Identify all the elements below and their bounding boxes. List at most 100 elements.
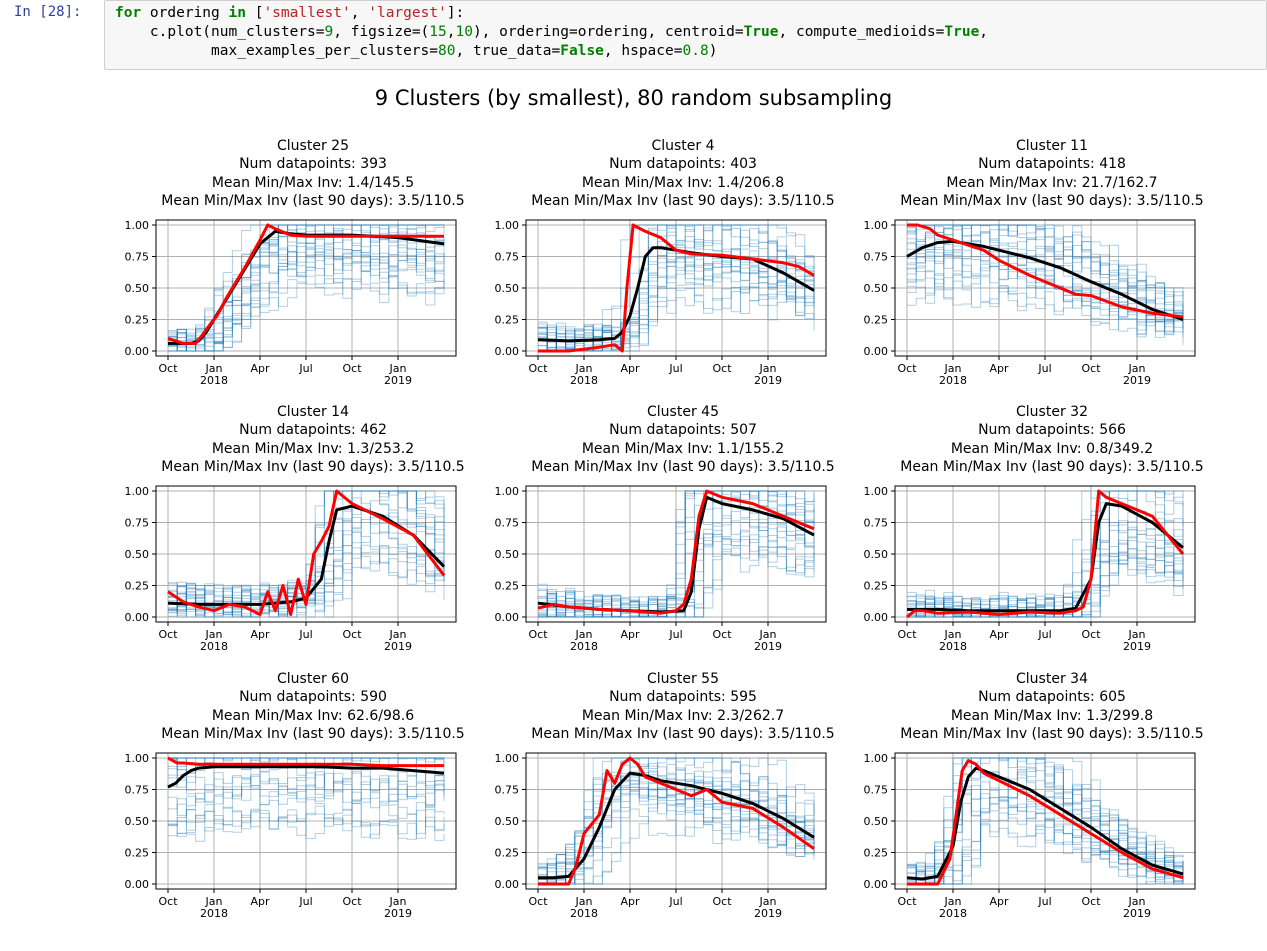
subplot-frame (525, 752, 827, 890)
y-tick-label: 0.75 (125, 251, 150, 264)
mean-minmax-label: Mean Min/Max Inv: 62.6/98.6 (212, 708, 414, 724)
subplot-cluster-8: Cluster 55 Num datapoints: 595 Mean Min/Ma… (495, 671, 835, 920)
centroid-line (538, 771, 815, 880)
code-token: , figsize=( (333, 24, 430, 40)
sample-trace (907, 539, 1184, 618)
sample-trace (538, 245, 815, 352)
sample-trace (168, 490, 445, 610)
sample-trace (538, 531, 815, 618)
x-tick-label: Oct (712, 628, 732, 641)
medioid-line (167, 223, 444, 345)
num-datapoints-label: Num datapoints: 418 (978, 156, 1126, 172)
sample-trace (907, 502, 1184, 618)
x-tick-label: Apr (620, 628, 640, 641)
x-tick-label: Jan (1128, 628, 1146, 641)
y-tick-label: 0.00 (125, 611, 150, 624)
x-tick-label: Oct (897, 628, 917, 641)
y-tick-label: 0.00 (864, 345, 889, 358)
code-token: True (743, 24, 779, 40)
sample-trace (168, 757, 445, 779)
code-token: , (350, 5, 369, 21)
y-tick-label: 0.75 (495, 784, 520, 797)
sample-trace (907, 250, 1184, 323)
y-tick-label: 1.00 (125, 485, 150, 498)
y-tick-label: 0.50 (125, 282, 150, 295)
x-tick-label: Apr (250, 628, 270, 641)
sample-trace (538, 224, 815, 352)
sample-trace (538, 256, 815, 352)
sample-trace (907, 546, 1184, 618)
x-year-label: 2019 (1123, 374, 1151, 387)
sample-trace (168, 757, 444, 776)
code-token: ) (708, 43, 718, 59)
y-tick-label: 0.50 (495, 815, 520, 828)
mean-minmax-label: Mean Min/Max Inv: 1.4/145.5 (212, 175, 414, 191)
code-token: , (446, 24, 456, 40)
sample-trace (907, 224, 1184, 315)
sample-trace (538, 772, 815, 866)
mean-minmax-label: Mean Min/Max Inv: 1.3/299.8 (951, 708, 1153, 724)
sample-trace (907, 518, 1184, 618)
x-tick-label: Oct (528, 628, 548, 641)
x-tick-label: Apr (989, 895, 1009, 908)
num-datapoints-label: Num datapoints: 595 (609, 689, 757, 705)
centroid-line (906, 766, 1184, 881)
sample-trace (168, 230, 445, 346)
sample-trace (538, 231, 815, 352)
x-tick-label: Jul (298, 895, 312, 908)
x-year-label: 2018 (200, 640, 228, 653)
x-tick-label: Oct (1081, 895, 1101, 908)
x-tick-label: Jul (1037, 362, 1051, 375)
x-year-label: 2019 (1123, 907, 1151, 920)
y-tick-label: 0.50 (864, 548, 889, 561)
sample-trace (907, 757, 1184, 885)
sample-trace (907, 280, 1184, 338)
sample-trace (168, 809, 445, 840)
x-year-label: 2018 (939, 374, 967, 387)
code-token: 80 (438, 43, 456, 59)
subplot-cluster-5: Cluster 45 Num datapoints: 507 Mean Min/Ma… (495, 404, 835, 653)
sample-trace (168, 774, 445, 816)
mean-minmax-recent-label: Mean Min/Max Inv (last 90 days): 3.5/110… (531, 459, 834, 475)
sample-trace (538, 757, 815, 881)
y-tick-label: 0.75 (495, 251, 520, 264)
x-year-label: 2019 (754, 640, 782, 653)
code-token: ), ordering=ordering, centroid= (472, 24, 744, 40)
code-token: 'largest' (368, 5, 447, 21)
sample-trace (538, 522, 815, 618)
code-token: , hspace= (603, 43, 683, 59)
sample-trace (168, 544, 445, 618)
code-token: 9 (324, 24, 334, 40)
y-tick-label: 0.25 (864, 580, 889, 593)
mean-minmax-label: Mean Min/Max Inv: 1.1/155.2 (582, 441, 784, 457)
sample-trace (907, 541, 1184, 618)
mean-minmax-recent-label: Mean Min/Max Inv (last 90 days): 3.5/110… (161, 193, 464, 209)
subplot-frame (894, 485, 1196, 623)
medioid-line (167, 489, 446, 616)
subplot-title: Cluster 32 (1016, 404, 1088, 420)
sample-trace (538, 262, 815, 352)
y-tick-label: 0.25 (495, 580, 520, 593)
y-tick-label: 1.00 (864, 219, 889, 232)
x-tick-label: Jan (575, 895, 593, 908)
sample-trace (907, 490, 1184, 618)
x-tick-label: Jan (575, 362, 593, 375)
sample-trace (168, 250, 445, 352)
medioid-line (906, 489, 1185, 619)
sample-trace (168, 240, 445, 352)
sample-trace (538, 757, 815, 885)
sample-trace (907, 224, 1184, 324)
code-token: in (228, 5, 246, 21)
centroid-line (906, 239, 1184, 321)
code-cell[interactable]: for ordering in ['smallest', 'largest']:… (104, 0, 1267, 70)
x-year-label: 2018 (570, 374, 598, 387)
sample-trace (168, 508, 445, 618)
code-text[interactable]: for ordering in ['smallest', 'largest']:… (115, 4, 988, 61)
x-tick-label: Jan (944, 895, 962, 908)
sample-trace (907, 490, 1184, 618)
sample-trace (907, 757, 1184, 884)
sample-trace (168, 799, 445, 832)
x-tick-label: Jul (668, 895, 682, 908)
x-tick-label: Oct (528, 895, 548, 908)
code-token: , (979, 24, 989, 40)
